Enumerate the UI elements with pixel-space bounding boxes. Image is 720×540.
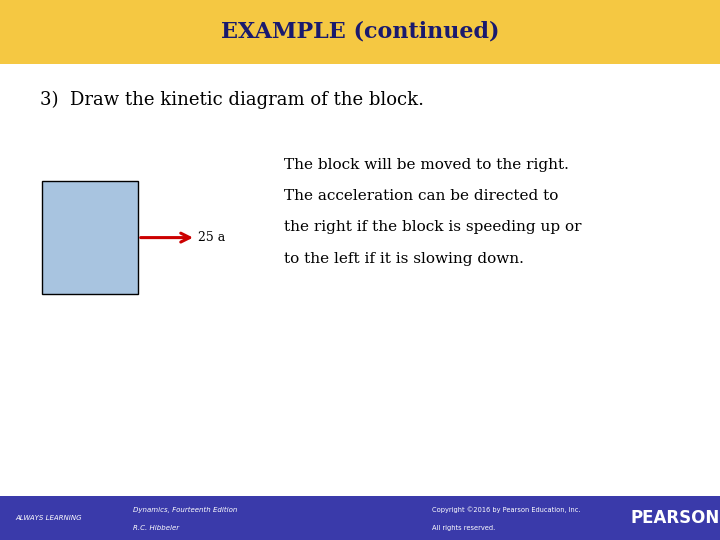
- Text: The acceleration can be directed to: The acceleration can be directed to: [284, 189, 559, 203]
- Text: All rights reserved.: All rights reserved.: [432, 524, 495, 531]
- Text: The block will be moved to the right.: The block will be moved to the right.: [284, 158, 570, 172]
- Text: 3)  Draw the kinetic diagram of the block.: 3) Draw the kinetic diagram of the block…: [40, 91, 423, 109]
- Text: Dynamics, Fourteenth Edition: Dynamics, Fourteenth Edition: [133, 507, 238, 513]
- Text: R.C. Hibbeler: R.C. Hibbeler: [133, 524, 179, 531]
- Text: Copyright ©2016 by Pearson Education, Inc.: Copyright ©2016 by Pearson Education, In…: [432, 507, 580, 513]
- Text: ALWAYS LEARNING: ALWAYS LEARNING: [16, 515, 82, 521]
- Text: EXAMPLE (continued): EXAMPLE (continued): [221, 21, 499, 43]
- Text: PEARSON: PEARSON: [630, 509, 719, 527]
- Text: 25 a: 25 a: [199, 231, 225, 244]
- Text: to the left if it is slowing down.: to the left if it is slowing down.: [284, 252, 524, 266]
- Bar: [42, 181, 138, 294]
- Text: the right if the block is speeding up or: the right if the block is speeding up or: [284, 220, 582, 234]
